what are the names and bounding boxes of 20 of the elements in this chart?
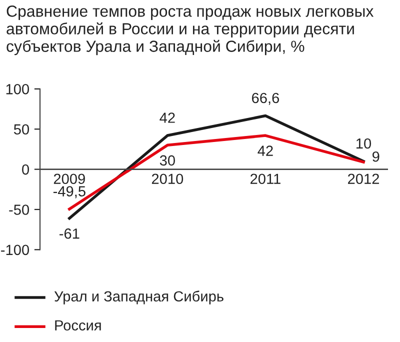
data-label: -61	[60, 228, 80, 239]
data-label: 9	[372, 151, 380, 162]
data-label: 10	[356, 138, 372, 149]
data-label: 66,6	[252, 92, 280, 105]
data-label: -49,5	[53, 186, 86, 198]
data-label: 42	[160, 112, 175, 123]
y-tick-label: 50	[14, 124, 30, 135]
y-tick-label: -100	[1, 244, 30, 256]
y-tick-label: 100	[6, 84, 30, 94]
legend-label: Россия	[55, 320, 101, 331]
x-tick-label: 2012	[348, 174, 379, 184]
x-tick-label: 2011	[250, 174, 280, 184]
data-label: 42	[258, 146, 273, 156]
legend-label: Урал и Западная Сибирь	[54, 290, 224, 304]
y-tick-label: 0	[22, 164, 30, 175]
x-tick-label: 2010	[152, 174, 184, 184]
data-label: 30	[160, 155, 175, 166]
x-tick-label: 2009	[54, 174, 85, 184]
chart-title: Сравнение темпов роста продаж новых легковых автомобилей в России и на территории десяти субъектов Урала и Западной Сибири, %	[6, 6, 374, 56]
y-tick-label: -50	[9, 204, 30, 215]
